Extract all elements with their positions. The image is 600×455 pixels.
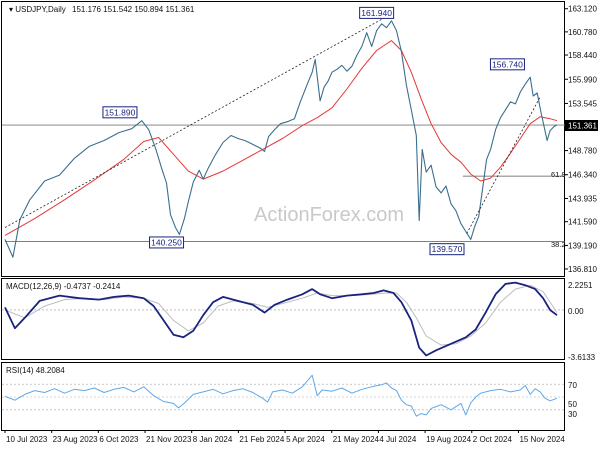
moving-average-line — [4, 40, 558, 236]
main-pane — [1, 1, 565, 277]
macd-pane — [1, 278, 565, 360]
x-tick-label: 8 Jan 2024 — [193, 435, 233, 444]
macd-scale-bottom: -3.6133 — [568, 353, 596, 362]
chart-symbol-label: USDJPY,Daily — [15, 5, 66, 14]
x-tick-label: 10 Jul 2023 — [6, 435, 48, 444]
current-price-marker: 151.361 — [565, 120, 598, 131]
rsi-scale-50: 50 — [568, 400, 577, 409]
chart-menu-icon[interactable]: ▾ — [9, 5, 15, 14]
y-tick-label: 160.780 — [568, 28, 597, 37]
fib-label-38-2: 38.2 — [551, 240, 566, 249]
callout-151-890: 151.890 — [102, 106, 138, 119]
upper-trendline — [4, 13, 392, 228]
callout-text: 151.890 — [105, 107, 136, 117]
fib-label-61-8: 61.8 — [551, 170, 566, 179]
y-tick-label: 148.780 — [568, 147, 597, 156]
callout-139-570: 139.570 — [429, 243, 465, 256]
rsi-line — [4, 374, 558, 417]
callout-156-740: 156.740 — [489, 58, 525, 71]
callout-161-940: 161.940 — [359, 6, 395, 19]
y-tick-label: 146.340 — [568, 171, 597, 180]
x-tick-label: 21 Feb 2024 — [239, 435, 284, 444]
watermark: ActionForex.com — [254, 204, 404, 226]
rsi-series-group — [2, 374, 565, 417]
x-tick-label: 19 Aug 2024 — [426, 435, 471, 444]
callout-text: 140.250 — [151, 237, 182, 247]
main-series-group — [4, 20, 558, 258]
x-tick-label: 21 May 2024 — [333, 435, 380, 444]
price-callouts: 161.940 151.890 156.740 140.250 139.570 — [102, 6, 525, 256]
y-tick-label: 155.990 — [568, 75, 597, 84]
y-tick-label: 163.120 — [568, 5, 597, 14]
x-tick-label: 6 Oct 2023 — [99, 435, 139, 444]
rsi-label: RSI(14) 48.2084 — [6, 366, 65, 375]
x-tick-label: 23 Aug 2023 — [53, 435, 98, 444]
main-y-axis: 163.120 160.780 158.440 155.990 153.545 148.7… — [565, 5, 597, 274]
main-reference-lines — [2, 124, 565, 242]
x-tick-label: 2 Oct 2024 — [473, 435, 513, 444]
trendlines — [4, 13, 541, 234]
main-title: ▾ USDJPY,Daily 151.176 151.542 150.894 1… — [9, 5, 195, 14]
macd-signal-line — [4, 284, 558, 346]
y-tick-label: 143.935 — [568, 194, 597, 203]
ohlc-readout: 151.176 151.542 150.894 151.361 — [72, 5, 195, 14]
rsi-scale-30: 30 — [568, 410, 577, 419]
macd-scale-zero: 0.00 — [568, 307, 584, 316]
y-tick-label: 158.440 — [568, 51, 597, 60]
x-tick-label: 21 Nov 2023 — [146, 435, 192, 444]
macd-label: MACD(12,26,9) -0.4737 -0.2414 — [6, 282, 121, 291]
x-tick-label: 4 Jul 2024 — [379, 435, 416, 444]
y-tick-label: 139.190 — [568, 241, 597, 250]
macd-line — [4, 281, 558, 357]
macd-scale-top: 2.2251 — [568, 281, 593, 290]
y-tick-label: 153.545 — [568, 99, 597, 108]
callout-text: 156.740 — [492, 59, 523, 69]
callout-text: 139.570 — [432, 244, 463, 254]
x-tick-label: 5 Apr 2024 — [286, 435, 325, 444]
rising-trendline — [466, 96, 541, 234]
price-line — [4, 20, 558, 258]
callout-text: 161.940 — [361, 8, 392, 18]
rsi-pane — [1, 362, 565, 431]
y-tick-label: 136.810 — [568, 265, 597, 274]
macd-series-group — [2, 281, 565, 357]
x-axis: 10 Jul 2023 23 Aug 2023 6 Oct 2023 21 Nov 2… — [4, 430, 565, 444]
y-tick-label: 141.590 — [568, 218, 597, 227]
current-price-label: 151.361 — [568, 122, 597, 131]
rsi-scale-70: 70 — [568, 381, 577, 390]
x-tick-label: 15 Nov 2024 — [519, 435, 565, 444]
callout-140-250: 140.250 — [149, 236, 185, 249]
